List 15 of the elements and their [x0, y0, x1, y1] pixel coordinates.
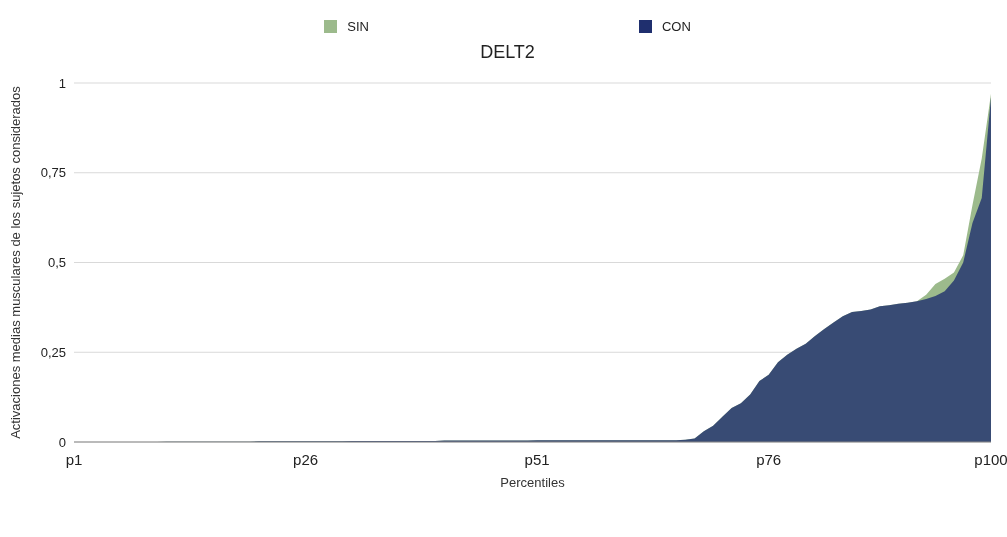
- y-tick-label: 1: [58, 75, 66, 91]
- x-tick-label: p1: [65, 450, 83, 468]
- y-axis-title: Activaciones medias musculares de los sujetos considerados: [7, 85, 23, 439]
- legend-label: SIN: [347, 18, 369, 34]
- y-tick-label: 0,25: [40, 344, 66, 360]
- y-tick-label: 0,5: [47, 255, 66, 271]
- x-tick-label: p51: [524, 450, 550, 468]
- x-tick-label: p100: [974, 450, 1007, 468]
- x-tick-label: p76: [756, 450, 782, 468]
- y-tick-label: 0: [58, 434, 66, 450]
- x-tick-label: p26: [293, 450, 319, 468]
- y-tick-label: 0,75: [40, 165, 66, 181]
- x-axis-title: Percentiles: [500, 475, 566, 490]
- chart-title: DELT2: [479, 41, 536, 64]
- legend-label: CON: [661, 18, 691, 34]
